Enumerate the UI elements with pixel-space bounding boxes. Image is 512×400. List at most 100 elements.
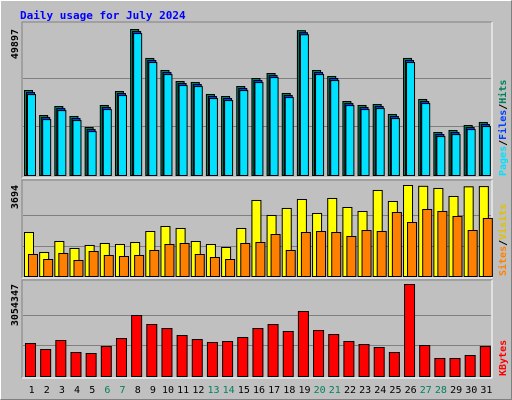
bar [452, 215, 463, 277]
bar [449, 357, 461, 378]
legend-separator: / [498, 104, 509, 110]
bar [269, 77, 279, 176]
bar [330, 80, 340, 176]
bar [164, 243, 175, 277]
bar [422, 208, 433, 278]
bar [434, 357, 446, 378]
bar [100, 345, 112, 378]
bar [282, 330, 294, 377]
bar [270, 233, 281, 278]
bar [284, 97, 294, 176]
x-tick-label: 3 [59, 385, 65, 396]
legend-separator: / [498, 240, 509, 246]
bar [467, 230, 478, 277]
x-tick-label: 19 [298, 385, 310, 396]
bar [149, 249, 160, 277]
x-tick-label: 25 [389, 385, 401, 396]
bar [255, 242, 266, 278]
bar [252, 328, 264, 378]
bar [451, 134, 461, 176]
bar [148, 62, 158, 176]
x-tick-label: 4 [74, 385, 80, 396]
legend-entry: Hits [497, 80, 509, 104]
legend-separator: / [498, 140, 509, 146]
bar [297, 310, 309, 377]
bar [103, 254, 114, 278]
bar [194, 254, 205, 278]
bar [72, 120, 82, 176]
legend-entry: Pages [498, 146, 509, 176]
x-tick-label: 11 [177, 385, 189, 396]
x-tick-label: 31 [480, 385, 492, 396]
panel-frame [22, 22, 493, 179]
bar [179, 242, 190, 278]
bar [346, 235, 357, 277]
bar [178, 85, 188, 176]
bar [225, 259, 236, 278]
bar [58, 252, 69, 277]
panel-frame [21, 279, 492, 378]
legend: Pages/Files/Hits [497, 80, 509, 176]
bar [419, 345, 431, 378]
bar [43, 259, 54, 278]
legend: KBytes [498, 340, 509, 376]
bar [240, 242, 251, 278]
bar [55, 340, 67, 378]
bar [42, 119, 52, 176]
bar [391, 211, 402, 278]
bar [464, 355, 476, 377]
bar [316, 230, 327, 277]
bar [407, 222, 418, 277]
x-tick-label: 28 [435, 385, 447, 396]
bar [358, 344, 370, 378]
bar [191, 339, 203, 378]
x-tick-label: 29 [450, 385, 462, 396]
bar [328, 334, 340, 378]
bar [176, 335, 188, 377]
bar [343, 340, 355, 377]
y-tick-label: 49897 [10, 29, 21, 59]
bar [70, 351, 82, 378]
bar [102, 109, 112, 176]
bar [206, 341, 218, 377]
chart-title: Daily usage for July 2024 [20, 9, 186, 22]
bar [388, 351, 400, 378]
bar [466, 129, 476, 176]
bar [209, 257, 220, 278]
bar [376, 230, 387, 277]
bar [254, 82, 264, 176]
x-tick-label: 24 [374, 385, 386, 396]
bar [239, 90, 249, 176]
bar [40, 349, 52, 377]
x-tick-label: 21 [329, 385, 341, 396]
bar [360, 109, 370, 176]
bar [481, 126, 491, 177]
bar [25, 343, 36, 377]
legend-entry: KBytes [498, 340, 509, 376]
bar [224, 100, 234, 176]
x-tick-label: 17 [268, 385, 280, 396]
panel-frame [21, 179, 492, 278]
panel-frame [22, 180, 493, 279]
x-tick-label: 15 [238, 385, 250, 396]
bar [390, 118, 400, 176]
x-tick-label: 9 [150, 385, 156, 396]
bar [299, 34, 309, 176]
bar [57, 110, 67, 176]
legend-entry: Visits [497, 204, 509, 240]
bar [436, 136, 446, 176]
x-tick-label: 8 [135, 385, 141, 396]
bar [88, 250, 99, 278]
x-tick-label: 5 [89, 385, 95, 396]
y-tick-label: 3054347 [10, 284, 21, 326]
bar [404, 284, 416, 377]
legend: Sites/Visits [497, 204, 509, 276]
x-tick-label: 23 [359, 385, 371, 396]
legend-entry: Sites [497, 246, 509, 276]
bar [267, 324, 279, 377]
x-tick-label: 27 [420, 385, 432, 396]
bar [208, 98, 218, 176]
bar [482, 217, 493, 278]
x-tick-label: 18 [283, 385, 295, 396]
bar [479, 345, 491, 378]
